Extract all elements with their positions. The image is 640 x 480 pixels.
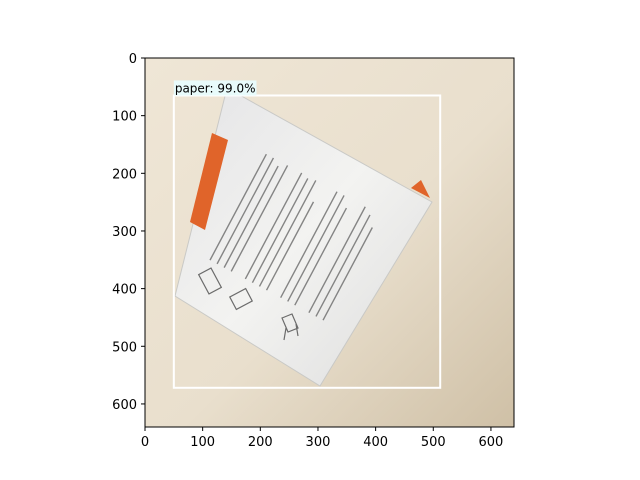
y-tick-label: 100 — [112, 110, 137, 125]
y-tick-label: 600 — [112, 398, 137, 413]
y-tick-label: 400 — [112, 283, 137, 298]
detection-box — [172, 94, 442, 389]
paper-text-lines — [209, 153, 373, 321]
orange-tab — [411, 180, 430, 198]
x-tick-label: 400 — [363, 435, 388, 450]
x-tick-label: 500 — [421, 435, 446, 450]
photo — [145, 58, 514, 427]
axes-frame — [144, 57, 515, 428]
x-tick-label: 200 — [248, 435, 273, 450]
y-axis: 0 100 200 300 400 500 600 — [112, 52, 145, 413]
detection-label: paper: 99.0% — [175, 81, 256, 95]
y-tick-label: 0 — [129, 52, 137, 67]
x-tick-label: 0 — [141, 435, 149, 450]
x-axis: 0 100 200 300 400 500 600 — [141, 427, 503, 450]
y-tick-label: 200 — [112, 167, 137, 182]
y-tick-label: 500 — [112, 340, 137, 355]
paper-sheet — [174, 87, 433, 387]
detection: paper: 99.0% — [172, 80, 442, 389]
x-tick-label: 600 — [479, 435, 504, 450]
paper-illustrations — [197, 267, 299, 341]
detection-label-background — [173, 80, 257, 96]
x-tick-label: 100 — [190, 435, 215, 450]
y-tick-label: 300 — [112, 225, 137, 240]
orange-header-bar — [190, 133, 228, 230]
x-tick-label: 300 — [306, 435, 331, 450]
